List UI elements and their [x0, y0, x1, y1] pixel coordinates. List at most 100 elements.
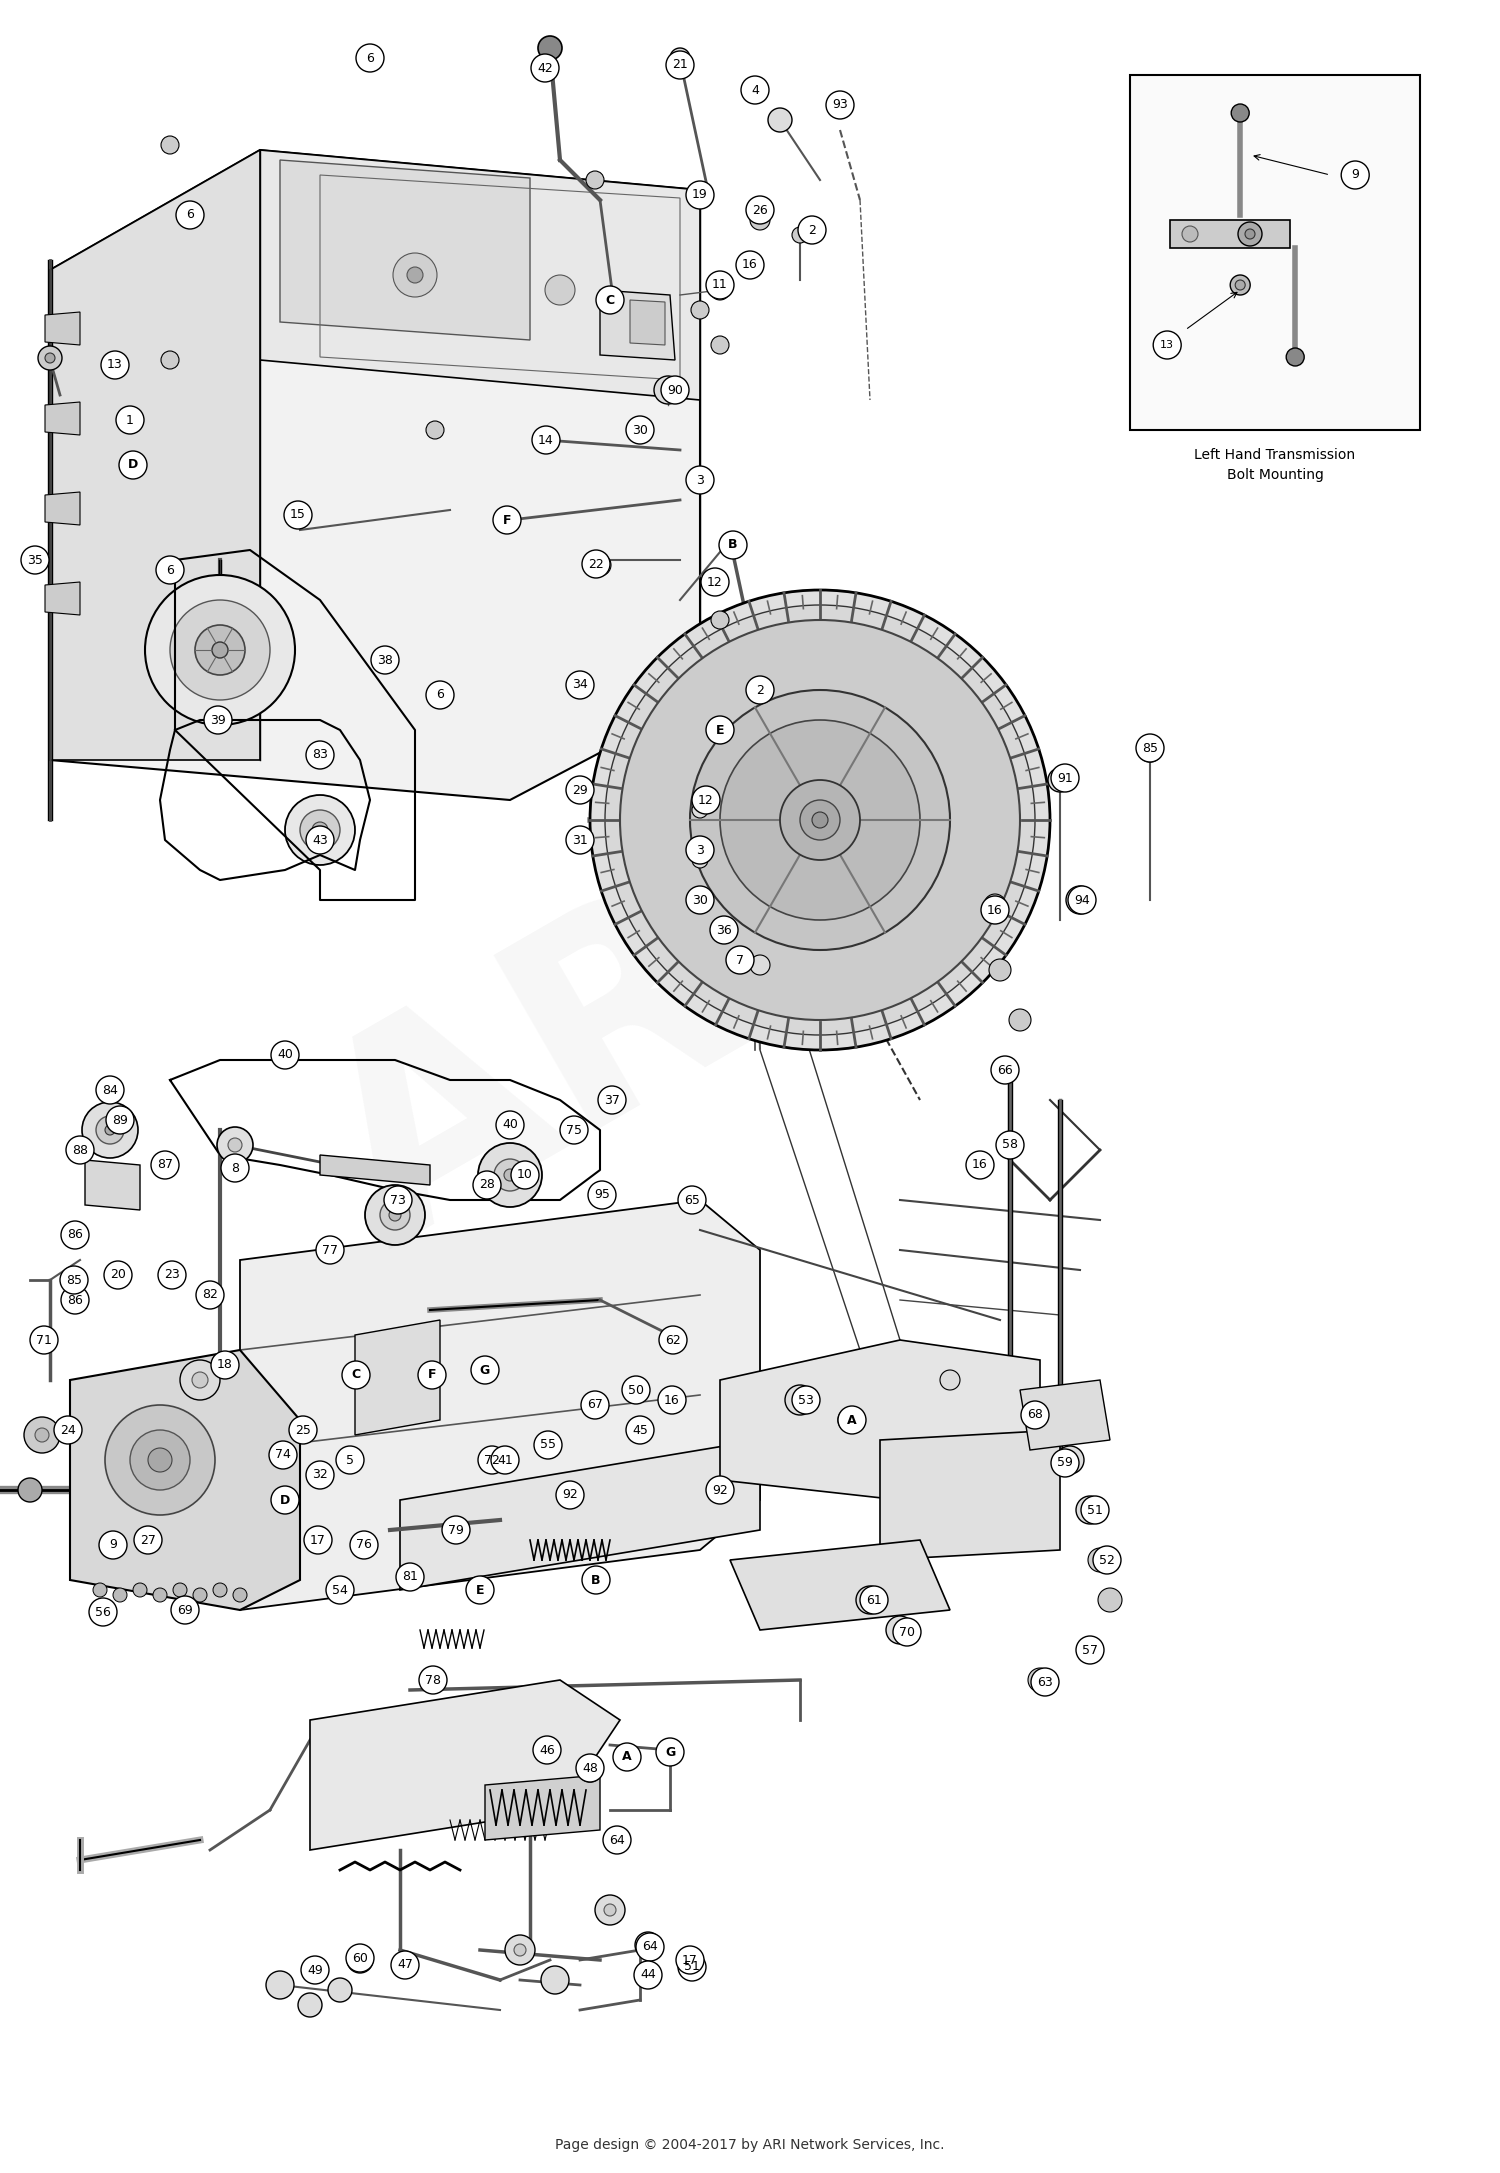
Circle shape [217, 1128, 254, 1163]
Circle shape [678, 1186, 706, 1215]
Circle shape [859, 1586, 888, 1615]
Circle shape [839, 1408, 862, 1432]
Circle shape [388, 1208, 400, 1221]
Text: 44: 44 [640, 1969, 656, 1982]
Text: 92: 92 [562, 1489, 578, 1502]
Polygon shape [1020, 1380, 1110, 1449]
Circle shape [630, 419, 650, 439]
Circle shape [45, 352, 56, 363]
Text: 8: 8 [231, 1163, 238, 1173]
Text: 57: 57 [1082, 1643, 1098, 1656]
Circle shape [1056, 1445, 1084, 1473]
Circle shape [596, 287, 624, 315]
Circle shape [1010, 1008, 1031, 1030]
Circle shape [686, 887, 714, 915]
Circle shape [300, 811, 340, 850]
Circle shape [1230, 276, 1250, 296]
Bar [1130, 76, 1420, 430]
Circle shape [706, 272, 734, 300]
Text: 39: 39 [210, 713, 226, 726]
Circle shape [626, 1417, 654, 1445]
Text: 64: 64 [642, 1940, 658, 1954]
Circle shape [160, 137, 178, 154]
Polygon shape [600, 289, 675, 361]
Circle shape [211, 1352, 238, 1380]
Circle shape [670, 48, 690, 67]
Text: 6: 6 [186, 209, 194, 222]
Text: E: E [476, 1584, 484, 1597]
Circle shape [66, 1136, 94, 1165]
Circle shape [21, 545, 50, 574]
Circle shape [152, 1152, 178, 1180]
Text: 24: 24 [60, 1423, 76, 1436]
Polygon shape [45, 582, 80, 615]
Circle shape [582, 550, 610, 578]
Text: 1: 1 [126, 413, 134, 426]
Circle shape [512, 1160, 538, 1189]
Circle shape [514, 1945, 526, 1956]
Circle shape [272, 1041, 298, 1069]
Circle shape [146, 576, 296, 726]
Text: 43: 43 [312, 834, 328, 847]
Text: 35: 35 [27, 554, 44, 567]
Circle shape [1082, 1495, 1108, 1523]
Text: 16: 16 [987, 904, 1004, 917]
Circle shape [328, 1977, 352, 2001]
Circle shape [1098, 1588, 1122, 1612]
Circle shape [590, 591, 1050, 1050]
Circle shape [532, 426, 560, 454]
Circle shape [1182, 226, 1198, 241]
Circle shape [1030, 1669, 1059, 1695]
Circle shape [614, 1743, 640, 1771]
Polygon shape [880, 1430, 1060, 1560]
Text: 38: 38 [376, 654, 393, 667]
Text: 27: 27 [140, 1534, 156, 1547]
Circle shape [726, 945, 754, 974]
Circle shape [504, 1169, 516, 1180]
Circle shape [566, 671, 594, 700]
Text: 92: 92 [712, 1484, 728, 1497]
Text: 61: 61 [865, 1593, 882, 1606]
Circle shape [1068, 887, 1096, 915]
Circle shape [478, 1143, 542, 1206]
Circle shape [406, 267, 423, 282]
Circle shape [940, 1369, 960, 1391]
Circle shape [706, 715, 734, 743]
Circle shape [780, 780, 859, 861]
Text: 13: 13 [106, 359, 123, 372]
Text: 26: 26 [752, 204, 768, 217]
Circle shape [711, 337, 729, 354]
Circle shape [232, 1588, 248, 1602]
Text: 88: 88 [72, 1143, 88, 1156]
Circle shape [1136, 734, 1164, 763]
Text: 17: 17 [682, 1954, 698, 1967]
Text: 2: 2 [756, 684, 764, 698]
Text: 89: 89 [112, 1113, 128, 1126]
Circle shape [302, 1958, 328, 1984]
Circle shape [99, 1532, 128, 1558]
Circle shape [692, 302, 709, 319]
Circle shape [656, 1738, 684, 1767]
Text: 40: 40 [503, 1119, 518, 1132]
Circle shape [534, 428, 556, 452]
Circle shape [192, 1371, 208, 1389]
Text: 17: 17 [310, 1534, 326, 1547]
Circle shape [686, 180, 714, 209]
Text: 45: 45 [632, 1423, 648, 1436]
Text: D: D [128, 459, 138, 472]
Text: 66: 66 [998, 1063, 1012, 1076]
Circle shape [54, 1417, 82, 1445]
Text: 16: 16 [742, 259, 758, 272]
Text: 65: 65 [684, 1193, 700, 1206]
Circle shape [346, 1945, 374, 1973]
Circle shape [478, 1445, 506, 1473]
Text: 55: 55 [540, 1439, 556, 1452]
Text: 59: 59 [1058, 1456, 1072, 1469]
Circle shape [662, 376, 688, 404]
Circle shape [981, 895, 1010, 924]
Polygon shape [45, 313, 80, 346]
Circle shape [588, 1180, 616, 1208]
Circle shape [598, 1086, 625, 1115]
Circle shape [736, 252, 764, 278]
Text: 60: 60 [352, 1951, 368, 1964]
